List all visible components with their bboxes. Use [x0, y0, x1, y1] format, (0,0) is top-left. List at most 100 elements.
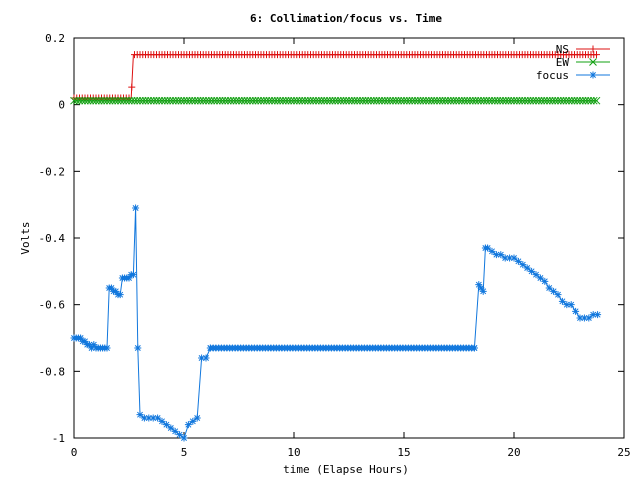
data-point-EW: [155, 96, 164, 105]
data-point-focus: [585, 314, 593, 322]
data-point-focus: [479, 287, 487, 295]
data-point-EW: [565, 96, 573, 105]
data-point-focus: [180, 434, 188, 442]
data-point-EW: [438, 96, 447, 105]
series-layer: [70, 51, 602, 442]
data-point-focus: [589, 311, 597, 319]
data-point-focus: [167, 424, 175, 432]
data-point-EW: [97, 96, 106, 105]
data-point-EW: [312, 96, 320, 105]
data-point-EW: [284, 96, 293, 105]
data-point-focus: [492, 251, 500, 259]
data-point-focus: [85, 341, 93, 349]
legend-marker-NS: [589, 45, 597, 53]
data-point-focus: [594, 311, 602, 319]
data-point-EW: [529, 96, 538, 105]
data-point-EW: [257, 96, 265, 105]
series-focus: [70, 204, 602, 442]
data-point-focus: [125, 274, 133, 282]
data-point-EW: [169, 96, 177, 105]
data-point-focus: [193, 414, 201, 422]
data-point-EW: [446, 96, 455, 105]
data-point-EW: [466, 96, 474, 105]
data-point-EW: [254, 96, 263, 105]
data-point-EW: [86, 96, 95, 105]
data-point-EW: [279, 96, 287, 105]
data-point-EW: [592, 96, 601, 105]
data-point-EW: [199, 96, 208, 105]
data-point-focus: [103, 344, 111, 352]
data-point-EW: [309, 96, 318, 105]
data-point-EW: [240, 96, 249, 105]
data-point-focus: [134, 344, 142, 352]
data-point-EW: [482, 96, 491, 105]
data-point-EW: [166, 96, 175, 105]
data-point-EW: [471, 96, 480, 105]
x-axis-ticks: 0 5 10 15 20 25: [71, 38, 631, 459]
data-point-focus: [202, 354, 210, 362]
data-point-EW: [251, 96, 260, 105]
data-point-EW: [323, 96, 331, 105]
data-point-focus: [154, 414, 162, 422]
data-point-EW: [207, 96, 216, 105]
data-point-EW: [386, 96, 395, 105]
data-point-focus: [77, 334, 85, 342]
data-point-focus: [501, 254, 509, 262]
data-point-EW: [523, 96, 532, 105]
data-point-EW: [391, 96, 400, 105]
data-point-EW: [70, 96, 78, 105]
y-tick-label: -0.2: [39, 165, 66, 178]
data-point-EW: [213, 96, 221, 105]
data-point-EW: [235, 96, 243, 105]
data-point-EW: [290, 96, 298, 105]
data-point-EW: [496, 96, 505, 105]
data-point-EW: [100, 96, 109, 105]
data-point-EW: [460, 96, 469, 105]
data-point-focus: [567, 301, 575, 309]
data-point-EW: [177, 96, 186, 105]
data-point-EW: [119, 96, 128, 105]
data-point-EW: [339, 96, 348, 105]
legend-label-NS: NS: [556, 43, 569, 56]
data-point-EW: [342, 96, 351, 105]
data-point-EW: [441, 96, 450, 105]
series-line-NS: [74, 54, 598, 99]
x-tick-label: 10: [287, 446, 300, 459]
data-point-EW: [573, 96, 582, 105]
data-point-EW: [427, 96, 436, 105]
data-point-EW: [543, 96, 551, 105]
chart-title: 6: Collimation/focus vs. Time: [250, 12, 442, 25]
data-point-EW: [350, 96, 359, 105]
data-point-EW: [196, 96, 205, 105]
data-point-EW: [504, 96, 513, 105]
data-point-EW: [394, 96, 403, 105]
data-point-EW: [413, 96, 422, 105]
data-point-EW: [501, 96, 510, 105]
data-point-EW: [108, 96, 117, 105]
data-point-focus: [470, 344, 478, 352]
data-point-focus: [189, 417, 197, 425]
data-point-EW: [383, 96, 392, 105]
data-point-EW: [455, 96, 463, 105]
data-point-EW: [433, 96, 441, 105]
data-point-EW: [369, 96, 378, 105]
data-point-EW: [551, 96, 560, 105]
x-tick-label: 15: [397, 446, 410, 459]
data-point-EW: [589, 96, 598, 105]
y-axis-ticks: 0.2 0 -0.2 -0.4 -0.6 -0.8 -1: [39, 32, 624, 445]
data-point-focus: [506, 254, 514, 262]
data-point-EW: [232, 96, 241, 105]
data-point-EW: [411, 96, 419, 105]
data-point-EW: [136, 96, 144, 105]
data-point-EW: [114, 96, 122, 105]
data-point-EW: [116, 96, 125, 105]
data-point-focus: [136, 411, 144, 419]
data-point-EW: [141, 96, 150, 105]
data-point-focus: [129, 271, 137, 279]
data-point-EW: [185, 96, 194, 105]
x-tick-label: 5: [181, 446, 188, 459]
data-point-EW: [463, 96, 472, 105]
data-point-EW: [281, 96, 290, 105]
data-point-EW: [83, 96, 92, 105]
data-point-EW: [248, 96, 257, 105]
